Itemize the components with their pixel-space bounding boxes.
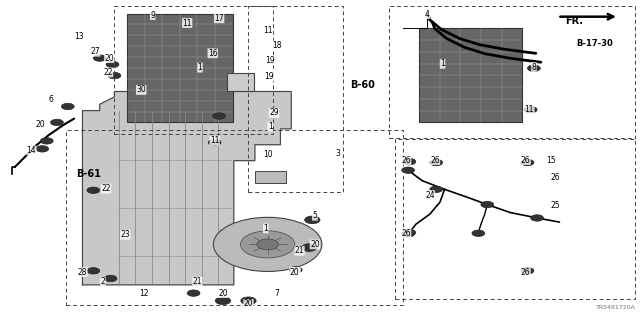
Circle shape [208, 139, 221, 146]
Text: 11: 11 [263, 26, 273, 35]
Text: 22: 22 [103, 68, 113, 77]
Circle shape [403, 158, 416, 165]
Circle shape [481, 201, 493, 208]
Circle shape [187, 290, 200, 296]
Bar [248, 6, 343, 193]
Circle shape [521, 268, 534, 274]
Text: 2: 2 [100, 277, 106, 286]
Text: 9: 9 [150, 11, 155, 20]
Text: 29: 29 [269, 108, 279, 117]
Text: 11: 11 [210, 136, 220, 145]
Text: 30: 30 [136, 85, 146, 94]
Text: B-60: B-60 [349, 80, 374, 90]
Circle shape [87, 187, 100, 193]
Circle shape [215, 297, 230, 305]
Text: 20: 20 [36, 120, 45, 130]
Circle shape [305, 216, 320, 224]
Circle shape [241, 231, 295, 258]
Circle shape [61, 103, 74, 110]
Text: 1: 1 [268, 122, 273, 131]
Text: 26: 26 [401, 229, 411, 238]
Circle shape [430, 159, 443, 166]
Text: 11: 11 [525, 105, 534, 114]
Text: 20: 20 [218, 289, 228, 298]
Circle shape [524, 107, 537, 113]
Text: 8: 8 [531, 62, 536, 71]
Text: 7: 7 [274, 289, 279, 298]
Bar [419, 28, 522, 123]
Text: 20: 20 [290, 268, 300, 276]
Text: TR5481720A: TR5481720A [596, 305, 636, 310]
Text: 1: 1 [263, 224, 268, 233]
Text: 22: 22 [101, 184, 111, 193]
Bar [66, 130, 403, 305]
Text: 27: 27 [90, 47, 100, 56]
Text: 21: 21 [291, 268, 301, 276]
Circle shape [104, 275, 117, 282]
Text: 26: 26 [550, 173, 560, 182]
Text: B-61: B-61 [76, 169, 101, 179]
Circle shape [51, 119, 63, 126]
Bar [396, 139, 635, 299]
Circle shape [531, 215, 543, 221]
Text: 19: 19 [264, 72, 274, 81]
Circle shape [108, 72, 121, 79]
Text: 13: 13 [74, 32, 83, 41]
Circle shape [36, 146, 49, 152]
Circle shape [87, 268, 100, 274]
Text: 26: 26 [521, 268, 531, 276]
Circle shape [402, 231, 415, 237]
Bar [115, 6, 273, 134]
Text: 10: 10 [263, 150, 273, 159]
Bar [255, 171, 285, 183]
Text: 26: 26 [401, 156, 411, 164]
Text: 15: 15 [547, 156, 556, 164]
Text: 3: 3 [335, 149, 340, 158]
Text: 26: 26 [430, 156, 440, 164]
Bar [227, 73, 254, 91]
Text: 25: 25 [550, 201, 560, 210]
Circle shape [472, 230, 484, 236]
Circle shape [241, 297, 256, 305]
Text: 5: 5 [312, 211, 317, 220]
Text: 18: 18 [272, 41, 282, 50]
Text: 20: 20 [104, 53, 114, 63]
Text: 16: 16 [208, 49, 218, 58]
Text: 24: 24 [425, 190, 435, 200]
Circle shape [521, 159, 534, 166]
Text: 1: 1 [198, 63, 202, 72]
Circle shape [402, 167, 415, 173]
Text: 21: 21 [295, 246, 304, 255]
Circle shape [289, 267, 302, 273]
Text: 26: 26 [521, 156, 531, 164]
Polygon shape [83, 92, 291, 285]
Text: 11: 11 [182, 19, 192, 28]
Circle shape [106, 61, 119, 68]
Circle shape [40, 138, 53, 144]
Bar [389, 6, 635, 138]
Circle shape [527, 65, 540, 71]
Text: 20: 20 [310, 240, 320, 249]
Text: 23: 23 [120, 230, 130, 239]
Text: 28: 28 [77, 268, 87, 276]
Text: 19: 19 [266, 56, 275, 65]
Circle shape [213, 217, 322, 271]
Circle shape [93, 55, 106, 61]
Circle shape [212, 113, 225, 119]
Text: 20: 20 [244, 300, 253, 308]
Circle shape [403, 229, 416, 236]
Text: 1: 1 [440, 59, 445, 68]
Circle shape [257, 239, 278, 250]
Text: 4: 4 [425, 10, 429, 19]
Circle shape [430, 186, 443, 193]
Circle shape [301, 244, 317, 252]
Bar [127, 13, 232, 123]
Text: FR.: FR. [565, 16, 583, 27]
Text: B-17-30: B-17-30 [576, 39, 613, 48]
Text: 21: 21 [193, 277, 202, 286]
Text: 17: 17 [214, 14, 224, 23]
Text: 14: 14 [27, 146, 36, 155]
Text: 12: 12 [140, 289, 149, 298]
Text: 6: 6 [48, 95, 53, 104]
